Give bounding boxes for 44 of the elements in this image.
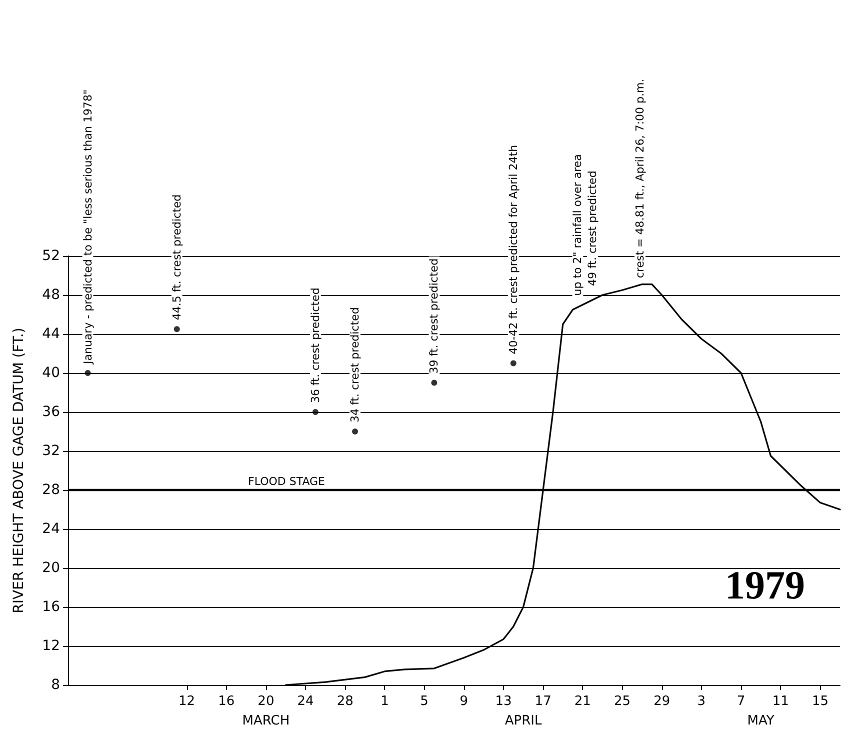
y-tick-label: 44 [42, 326, 60, 342]
text: APRIL [504, 714, 542, 728]
x-tick-label: 20 [258, 694, 274, 709]
y-tick-label: 24 [42, 521, 60, 537]
y-tick-label: 40 [42, 365, 60, 381]
x-tick-label: 21 [574, 694, 591, 709]
text: 1979 [725, 562, 805, 608]
annotation: January - predicted to be "less serious than 1978" [81, 89, 94, 365]
x-tick-label: 24 [297, 694, 314, 709]
annotation: 44.5 ft. crest predicted [170, 194, 184, 320]
y-tick-label: 16 [42, 599, 60, 615]
x-tick-label: 16 [218, 694, 235, 709]
y-tick-label: 20 [42, 560, 60, 576]
x-tick-label: 29 [654, 694, 670, 709]
annotation: crest = 48.81 ft., April 26, 7:00 p.m. [633, 78, 646, 278]
y-tick-label: 12 [42, 638, 60, 654]
x-tick-label: 13 [495, 694, 512, 709]
y-tick-label: 36 [42, 404, 60, 420]
x-tick-label: 5 [420, 694, 428, 709]
x-tick-label: 17 [534, 694, 552, 709]
y-tick-label: 48 [42, 287, 60, 303]
y-tick-label: 8 [51, 677, 60, 693]
annotation: 39 ft. crest predicted [428, 258, 441, 374]
y-tick-label: 52 [42, 248, 60, 264]
annotation: 34 ft. crest predicted [348, 307, 362, 422]
x-tick-label: 15 [812, 694, 828, 709]
annotation: 49 ft. crest predicted [586, 170, 600, 286]
x-tick-label: 9 [460, 694, 468, 709]
x-tick-label: 3 [697, 694, 706, 709]
y-axis-title: RIVER HEIGHT ABOVE GAGE DATUM (FT.) [11, 328, 27, 614]
ref-line-label: FLOOD STAGE [248, 475, 326, 488]
x-tick-label: 12 [178, 694, 196, 709]
x-tick-label: 28 [336, 694, 354, 709]
x-tick-label: 11 [772, 694, 789, 709]
x-tick-label: 25 [614, 694, 631, 709]
x-tick-label: 1 [380, 694, 389, 709]
y-tick-label: 32 [42, 443, 60, 459]
annotation: up to 2" rainfall over area [571, 154, 584, 296]
y-tick-label: 28 [42, 482, 60, 498]
text: MARCH [242, 714, 290, 728]
x-tick-label: 7 [736, 694, 746, 709]
annotation: 40-42 ft. crest predicted for April 24th [506, 144, 520, 354]
annotation: 36 ft. crest predicted [308, 288, 322, 403]
text: MAY [747, 714, 774, 728]
